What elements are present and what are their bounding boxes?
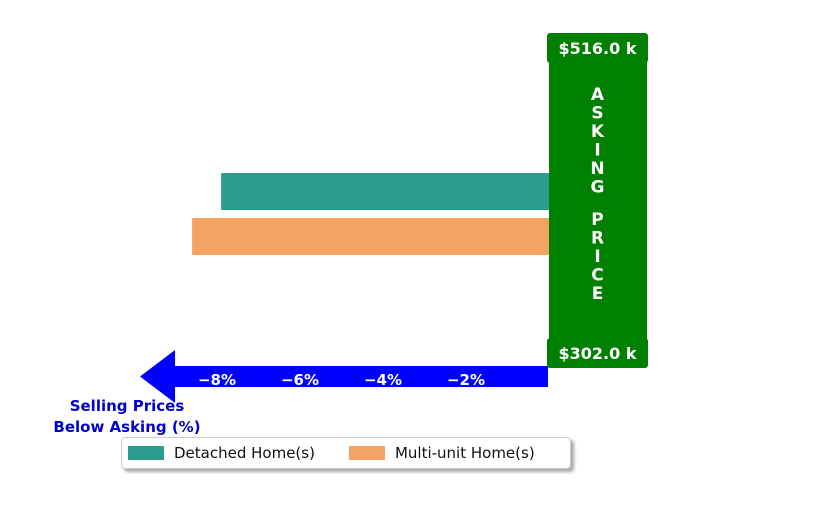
price-top-badge: [547, 33, 648, 63]
bar-multi-unit-homes: [192, 218, 549, 255]
asking-price-letter: A: [591, 85, 605, 105]
legend-swatch-multi-unit: [348, 446, 385, 460]
price-bottom-label: $302.0 k: [559, 344, 637, 363]
asking-price-letter: G: [591, 178, 605, 198]
legend-item-detached: Detached Home(s): [128, 444, 315, 462]
x-axis-arrow: [140, 350, 548, 403]
legend: Detached Home(s) Multi-unit Home(s): [121, 437, 571, 469]
asking-price-letter: I: [594, 141, 600, 161]
x-tick-label: −4%: [364, 371, 402, 389]
asking-price-letter: I: [594, 247, 600, 267]
x-tick-label: −6%: [281, 371, 319, 389]
asking-price-letter: N: [590, 159, 604, 179]
legend-item-multi-unit: Multi-unit Home(s): [348, 444, 535, 462]
price-bottom-badge: [547, 338, 648, 368]
x-axis-label-line1: Selling Prices: [70, 397, 185, 415]
asking-price-letter: S: [591, 104, 603, 124]
legend-swatch-detached: [128, 446, 164, 460]
legend-label-multi-unit: Multi-unit Home(s): [394, 444, 535, 462]
asking-price-letter: C: [591, 266, 603, 286]
asking-price-letter: P: [591, 210, 603, 230]
asking-price-letter: R: [591, 229, 604, 249]
x-tick-label: −2%: [447, 371, 485, 389]
legend-label-detached: Detached Home(s): [174, 444, 315, 462]
bar-detached-homes: [221, 173, 549, 210]
x-tick-labels: −8% −6% −4% −2%: [198, 371, 485, 389]
price-top-label: $516.0 k: [559, 39, 637, 58]
asking-price-letter: K: [591, 122, 605, 142]
asking-price-letter: E: [592, 284, 604, 304]
x-axis-label-line2: Below Asking (%): [53, 418, 200, 436]
asking-price-box: [549, 40, 647, 358]
x-tick-label: −8%: [198, 371, 236, 389]
